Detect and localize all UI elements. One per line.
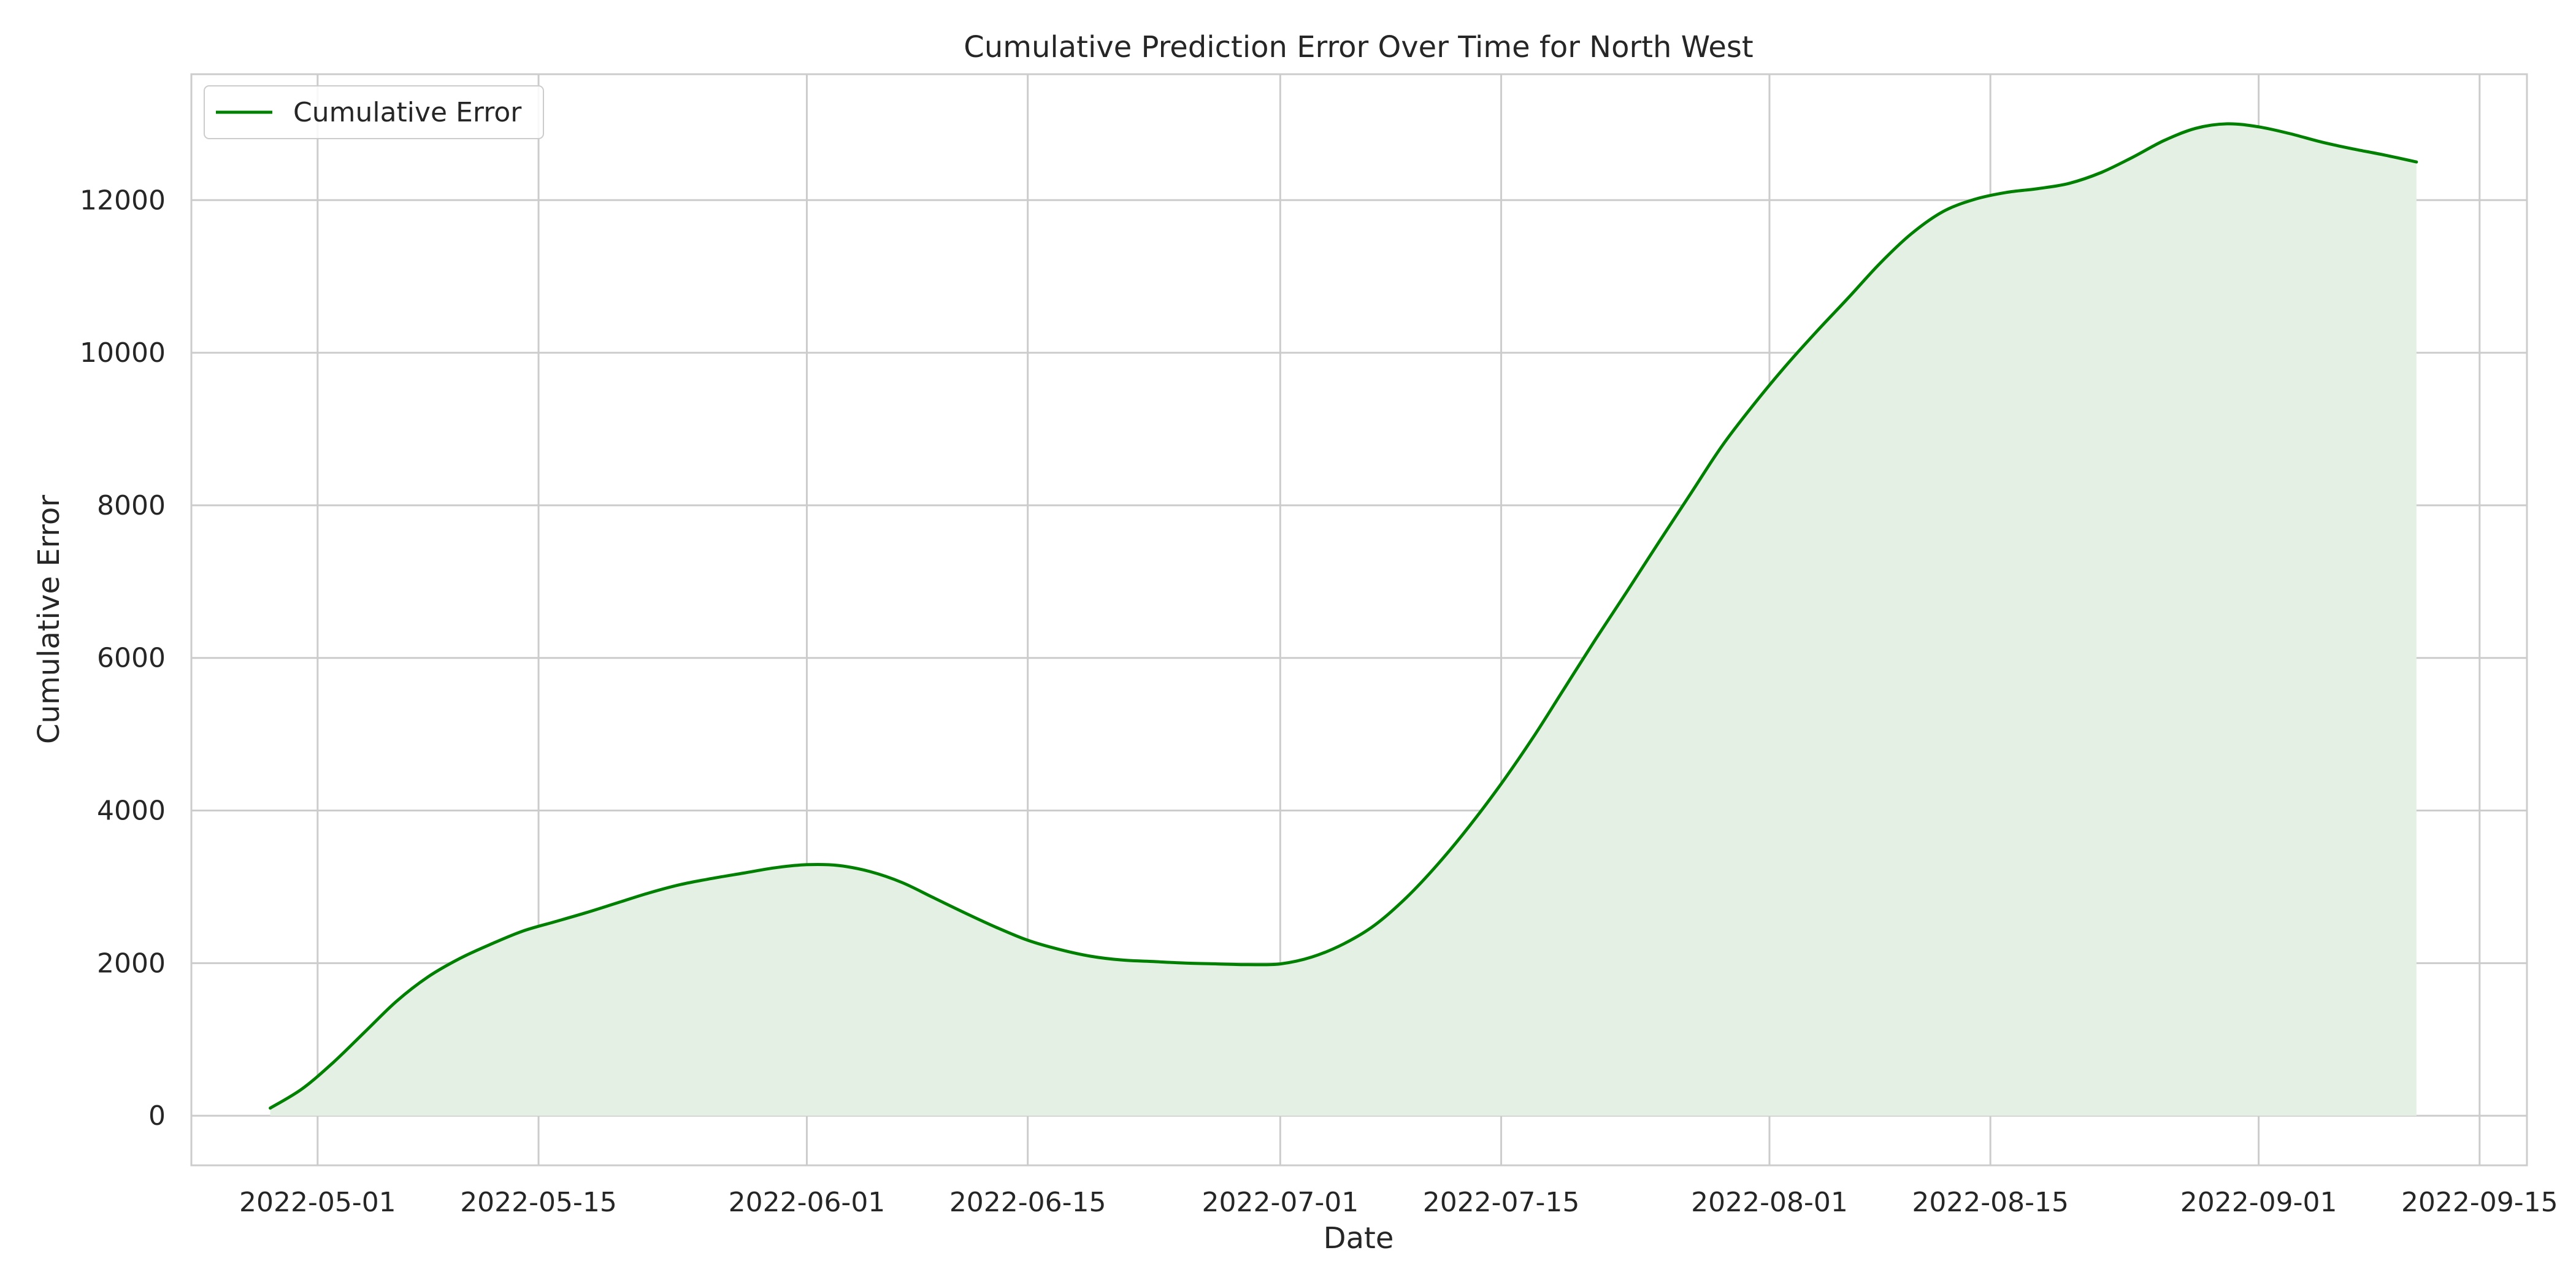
y-tick-label: 10000: [80, 337, 166, 369]
x-tick-label: 2022-06-01: [729, 1187, 886, 1218]
x-tick-label: 2022-06-15: [949, 1187, 1106, 1218]
y-tick-label: 2000: [97, 948, 166, 979]
x-axis-title: Date: [1324, 1221, 1394, 1255]
legend: Cumulative Error: [204, 85, 544, 139]
y-tick-label: 8000: [97, 490, 166, 521]
x-tick-label: 2022-05-01: [239, 1187, 396, 1218]
y-tick-label: 12000: [80, 185, 166, 216]
legend-label: Cumulative Error: [293, 97, 522, 128]
cumulative-error-line: [269, 122, 2418, 1110]
x-tick-label: 2022-09-01: [2180, 1187, 2337, 1218]
x-tick-label: 2022-08-15: [1912, 1187, 2069, 1218]
plot-frame: [190, 73, 2528, 1167]
x-tick-label: 2022-07-15: [1423, 1187, 1580, 1218]
x-tick-labels: 2022-05-01 2022-05-15 2022-06-01 2022-06-15…: [239, 1187, 2558, 1218]
legend-box: [204, 85, 544, 139]
y-tick-label: 6000: [97, 643, 166, 674]
cumulative-error-area: [270, 123, 2417, 1116]
y-axis-title: Cumulative Error: [32, 495, 66, 744]
x-tick-label: 2022-07-01: [1202, 1187, 1359, 1218]
chart-title: Cumulative Prediction Error Over Time fo…: [964, 30, 1753, 64]
x-tick-label: 2022-08-01: [1691, 1187, 1848, 1218]
x-tick-label: 2022-09-15: [2401, 1187, 2558, 1218]
y-tick-label: 0: [148, 1100, 166, 1132]
y-tick-labels: 0 2000 4000 6000 8000 10000 12000: [80, 185, 166, 1132]
y-tick-label: 4000: [97, 795, 166, 827]
x-tick-label: 2022-05-15: [460, 1187, 617, 1218]
